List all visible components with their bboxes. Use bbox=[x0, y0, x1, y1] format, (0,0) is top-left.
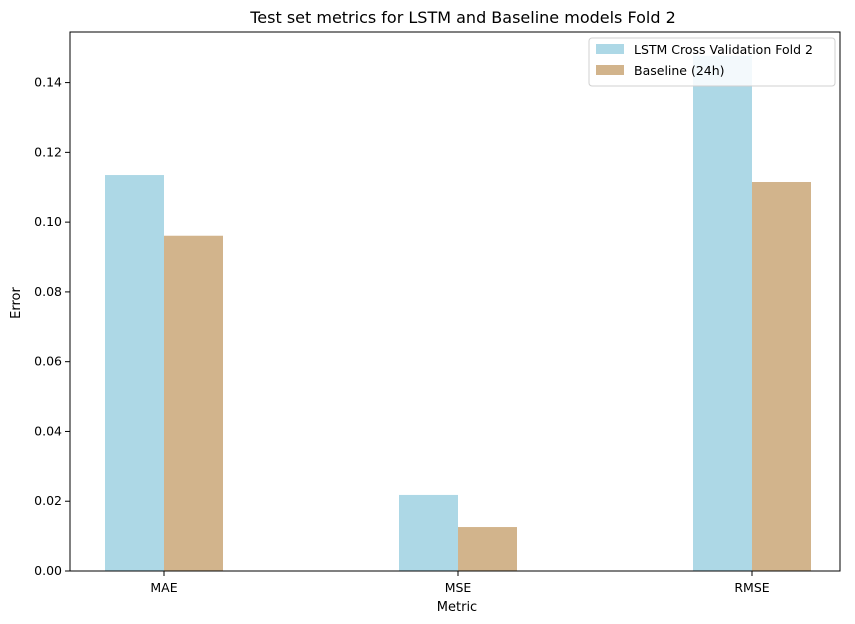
legend-label: LSTM Cross Validation Fold 2 bbox=[634, 42, 813, 57]
chart-title: Test set metrics for LSTM and Baseline m… bbox=[249, 8, 676, 27]
x-axis-label: Metric bbox=[437, 600, 477, 615]
bar-mae-series-2 bbox=[164, 235, 223, 571]
bar-rmse-series-2 bbox=[752, 182, 811, 571]
plot-area bbox=[105, 55, 811, 572]
legend-box bbox=[588, 37, 836, 87]
y-tick-label: 0.14 bbox=[34, 75, 62, 90]
bar-mse-series-2 bbox=[458, 527, 517, 571]
bar-mae-series-1 bbox=[105, 175, 164, 572]
x-tick-label: MSE bbox=[445, 580, 472, 595]
x-axis: MAE MSE RMSE bbox=[150, 571, 770, 595]
x-tick-label: RMSE bbox=[734, 580, 769, 595]
y-tick-label: 0.12 bbox=[34, 144, 62, 159]
legend-label: Baseline (24h) bbox=[634, 63, 725, 78]
y-tick-label: 0.02 bbox=[34, 493, 62, 508]
y-tick-label: 0.06 bbox=[34, 354, 62, 369]
y-axis: 0.00 0.02 0.04 0.06 0.08 0.10 0.12 0.14 bbox=[34, 75, 70, 578]
legend-swatch bbox=[596, 65, 624, 75]
legend: LSTM Cross Validation Fold 2 Baseline (24… bbox=[588, 37, 836, 87]
bar-rmse-series-1 bbox=[693, 55, 752, 572]
y-tick-label: 0.08 bbox=[34, 284, 62, 299]
plot-frame bbox=[69, 31, 841, 572]
y-tick-label: 0.10 bbox=[34, 214, 62, 229]
y-tick-label: 0.04 bbox=[34, 423, 62, 438]
x-tick-label: MAE bbox=[150, 580, 177, 595]
legend-swatch bbox=[596, 44, 624, 54]
y-axis-label: Error bbox=[9, 287, 24, 319]
y-tick-label: 0.00 bbox=[34, 563, 62, 578]
bar-mse-series-1 bbox=[399, 494, 458, 571]
